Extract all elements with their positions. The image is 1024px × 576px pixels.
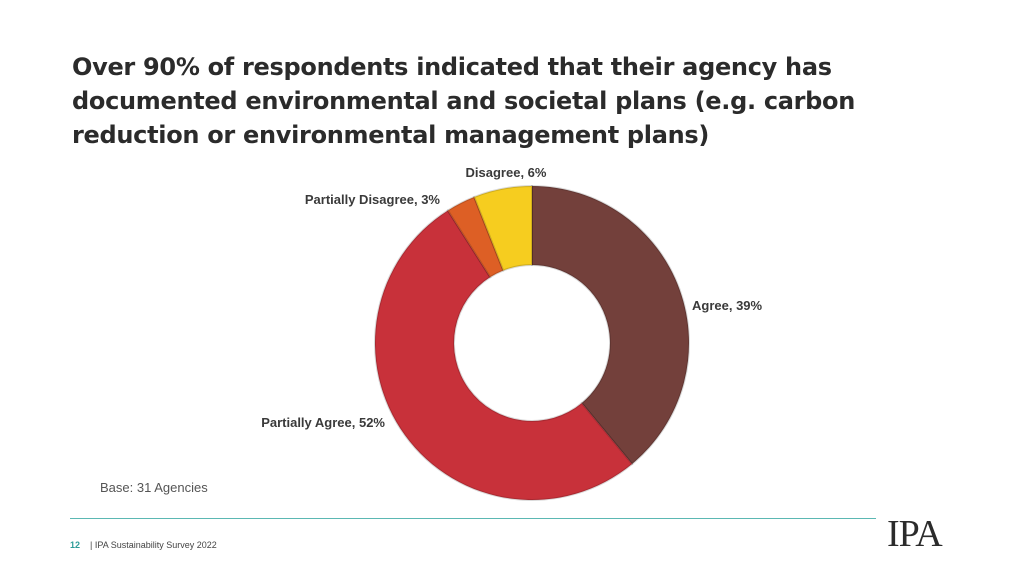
footer: 12 | IPA Sustainability Survey 2022 [70,540,217,550]
donut-slice [472,184,533,272]
donut-slice [531,184,690,466]
donut-slice [446,195,505,279]
slice-label: Disagree, 6% [466,165,547,180]
slice-label: Partially Disagree, 3% [305,192,441,207]
base-note: Base: 31 Agencies [100,480,208,495]
page-title: Over 90% of respondents indicated that t… [72,53,856,149]
footer-divider [70,518,876,519]
ipa-logo: IPA [887,513,943,555]
slice-label: Partially Agree, 52% [261,415,385,430]
donut-slice [374,209,634,501]
footer-source: | IPA Sustainability Survey 2022 [90,540,217,550]
page-number: 12 [70,540,81,550]
slice-label: Agree, 39% [692,298,763,313]
